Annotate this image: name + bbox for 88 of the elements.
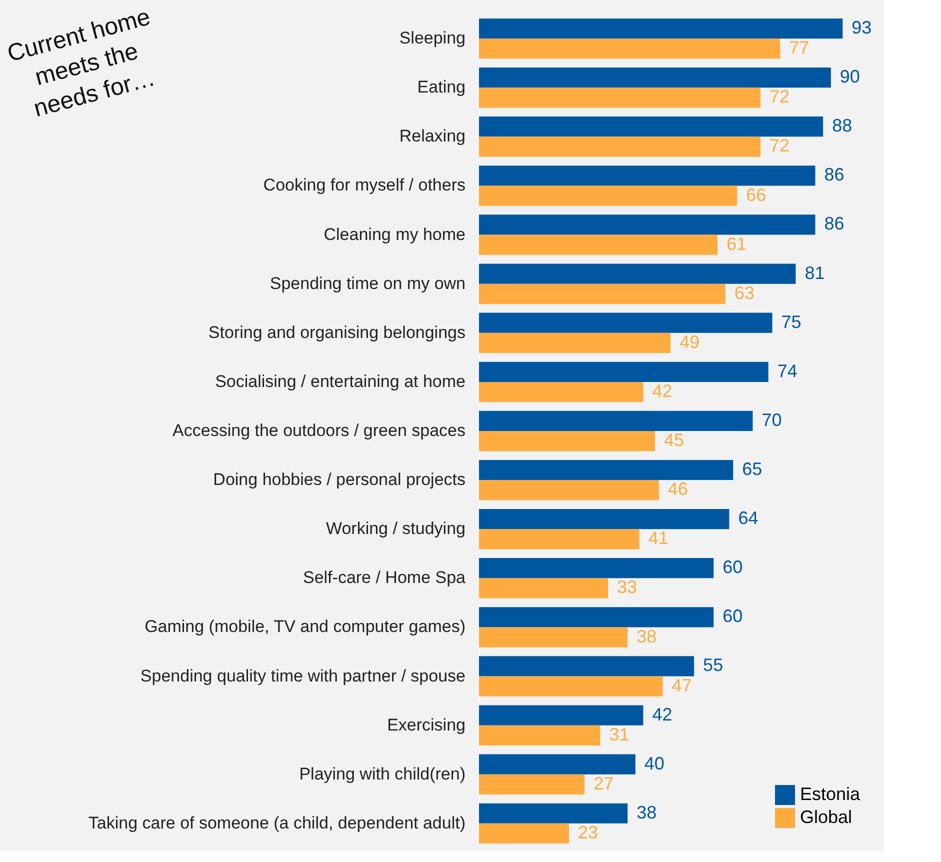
data-label: 61 [726, 234, 747, 254]
y-tick-label: Sleeping [399, 28, 466, 48]
y-tick-label: Spending quality time with partner / spouse [140, 666, 466, 686]
data-label: 77 [789, 38, 810, 58]
data-label: 72 [770, 86, 790, 107]
data-label: 75 [781, 312, 802, 332]
bar [479, 410, 753, 431]
data-label: 38 [636, 802, 657, 822]
y-tick-label: Self-care / Home Spa [302, 568, 466, 588]
y-tick-label: Socialising / entertaining at home [215, 372, 466, 391]
data-label: 40 [644, 753, 664, 774]
bar [479, 332, 671, 354]
data-label: 60 [722, 606, 743, 626]
data-label: 31 [609, 724, 630, 744]
y-tick-label: Gaming (mobile, TV and computer games) [144, 617, 466, 636]
data-label: 65 [742, 459, 762, 479]
bar [479, 754, 636, 774]
y-tick-label: Cleaning my home [324, 224, 466, 244]
data-label: 74 [777, 360, 798, 381]
bar [479, 18, 843, 39]
data-label: 42 [652, 381, 672, 401]
y-tick-label: Accessing the outdoors / green spaces [172, 421, 466, 440]
data-label: 33 [617, 577, 638, 598]
bar [479, 166, 816, 186]
data-label: 70 [762, 410, 782, 430]
legend-label: Estonia [800, 784, 862, 804]
data-label: 72 [770, 136, 790, 156]
y-tick-label: Eating [417, 78, 466, 97]
data-label: 45 [664, 430, 684, 450]
bar [479, 136, 761, 157]
bar [479, 705, 644, 726]
data-label: 81 [804, 262, 825, 283]
y-tick-label: Exercising [387, 715, 466, 734]
data-label: 64 [738, 508, 758, 528]
data-label: 66 [746, 184, 766, 205]
data-label: 86 [824, 214, 844, 234]
bar [479, 116, 824, 137]
data-label: 90 [840, 66, 860, 87]
bar [479, 431, 655, 452]
data-label: 55 [703, 655, 724, 676]
bar [479, 676, 663, 696]
bar [479, 234, 718, 255]
bar [479, 38, 780, 59]
bar [479, 362, 768, 382]
data-label: 46 [668, 479, 688, 500]
y-tick-label: Spending time on my own [270, 274, 466, 293]
bar [479, 627, 628, 648]
bar [479, 803, 628, 824]
bar [479, 725, 600, 746]
y-tick-label: Doing hobbies / personal projects [213, 470, 466, 490]
y-tick-label: Relaxing [399, 126, 466, 146]
bar [479, 529, 640, 550]
data-label: 86 [824, 164, 844, 185]
bar [479, 284, 726, 304]
data-label: 88 [832, 116, 852, 136]
y-tick-label: Working / studying [326, 519, 466, 538]
data-label: 49 [680, 332, 700, 352]
data-label: 60 [722, 557, 743, 578]
bar [479, 578, 608, 598]
data-label: 47 [672, 675, 692, 696]
y-tick-label: Cooking for myself / others [263, 176, 466, 195]
bar [479, 460, 734, 480]
bar [479, 382, 644, 402]
bar [479, 656, 694, 676]
bar [479, 264, 796, 284]
bar [479, 774, 585, 794]
bar [479, 186, 738, 206]
bar [479, 214, 816, 235]
bar [479, 480, 659, 500]
data-label: 93 [852, 18, 872, 38]
data-label: 27 [594, 773, 614, 794]
data-label: 41 [648, 528, 668, 548]
bar [479, 508, 730, 530]
text: Current home meets the needs for… [4, 3, 158, 123]
bar [479, 68, 831, 88]
bar [479, 823, 569, 844]
bar [479, 88, 761, 108]
bar [479, 558, 714, 578]
data-label: 23 [578, 822, 598, 842]
data-label: 63 [734, 282, 754, 303]
bar [479, 607, 714, 628]
y-tick-label: Playing with child(ren) [299, 764, 466, 784]
data-label: 38 [636, 626, 657, 646]
y-tick-label: Taking care of someone (a child, dependent adult) [88, 813, 466, 832]
y-tick-label: Storing and organising belongings [208, 322, 466, 342]
legend-label: Global [800, 807, 852, 827]
bar [479, 312, 772, 333]
data-label: 42 [652, 704, 672, 724]
